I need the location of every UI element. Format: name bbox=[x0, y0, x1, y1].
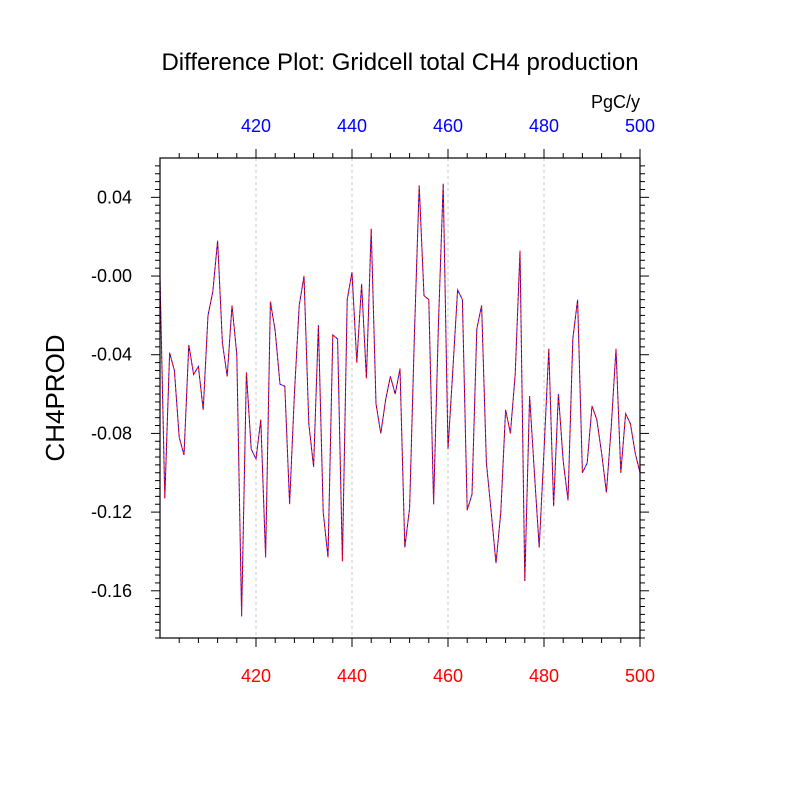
series-line-blue bbox=[159, 183, 641, 617]
series-line-red bbox=[159, 183, 641, 617]
y-tick-label: -0.16 bbox=[91, 581, 132, 601]
y-tick-label: -0.12 bbox=[91, 502, 132, 522]
plot-frame bbox=[159, 157, 641, 639]
plot-series bbox=[159, 183, 641, 617]
x-tick-label-top: 420 bbox=[241, 116, 271, 136]
x-tick-label-top: 440 bbox=[337, 116, 367, 136]
x-tick-label-top: 480 bbox=[529, 116, 559, 136]
y-tick-label: 0.04 bbox=[97, 187, 132, 207]
y-tick-label: -0.04 bbox=[91, 345, 132, 365]
x-tick-label-bottom: 480 bbox=[529, 666, 559, 686]
x-tick-label-top: 500 bbox=[625, 116, 655, 136]
units-label: PgC/y bbox=[591, 92, 640, 112]
y-tick-label: -0.00 bbox=[91, 266, 132, 286]
chart-title: Difference Plot: Gridcell total CH4 prod… bbox=[161, 49, 638, 76]
grid-lines bbox=[255, 158, 545, 638]
y-tick-label: -0.08 bbox=[91, 423, 132, 443]
tick-labels: 420 440 460 480 500 420 440 460 480 500 0.04 -0.00 -… bbox=[91, 116, 655, 686]
x-tick-label-bottom: 440 bbox=[337, 666, 367, 686]
x-tick-label-top: 460 bbox=[433, 116, 463, 136]
x-tick-label-bottom: 460 bbox=[433, 666, 463, 686]
y-axis-label: CH4PROD bbox=[40, 334, 70, 461]
x-tick-label-bottom: 420 bbox=[241, 666, 271, 686]
x-tick-label-bottom: 500 bbox=[625, 666, 655, 686]
axis-ticks bbox=[151, 149, 649, 647]
